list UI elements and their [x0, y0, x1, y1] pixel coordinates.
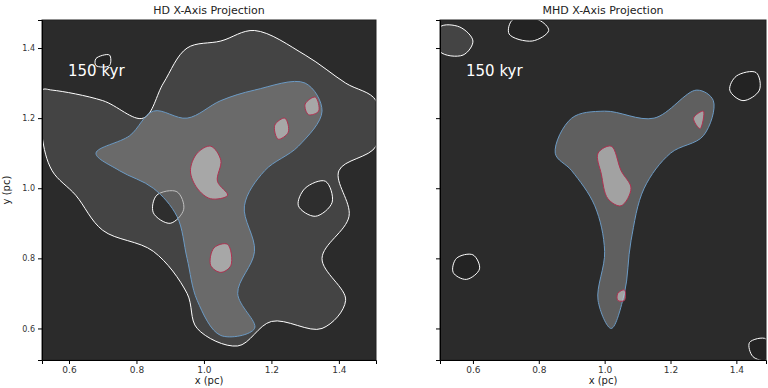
contour: [694, 111, 704, 129]
title: HD X-Axis Projection: [153, 4, 265, 17]
contour: [298, 181, 332, 217]
contour: [305, 97, 319, 115]
x-tick: 0.8: [130, 360, 145, 375]
y-tick: 1.4: [22, 44, 42, 53]
y-tick: [436, 188, 440, 189]
x-tick-mark: [605, 360, 606, 364]
x-tick-mark: [204, 360, 205, 364]
plot-frame: [440, 20, 766, 360]
y-tick: [436, 48, 440, 49]
title: MHD X-Axis Projection: [542, 4, 663, 17]
x-tick: 1.0: [598, 360, 613, 375]
contour: [453, 254, 480, 279]
x-tick-label: 0.6: [62, 365, 77, 375]
x-tick: 0.6: [466, 360, 481, 375]
y-tick-mark: [38, 328, 42, 329]
y-tick-mark: [38, 118, 42, 119]
x-tick: 1.0: [197, 360, 212, 375]
y-tick-mark: [436, 258, 440, 259]
contour: [96, 81, 322, 336]
plot-area: [42, 30, 376, 346]
x-tick-mark: [539, 360, 540, 364]
x-tick-label: 1.0: [197, 365, 212, 375]
x-tick-mark: [473, 360, 474, 364]
y-axis: [436, 21, 441, 361]
x-tick-mark: [736, 360, 737, 364]
contour: [555, 90, 714, 328]
x-tick-mark: [339, 360, 340, 364]
x-axis-title: x (pc): [589, 375, 618, 386]
y-tick-label: 1.2: [22, 114, 35, 123]
y-tick-mark: [436, 118, 440, 119]
x-tick-mark: [271, 360, 272, 364]
y-axis-title: y (pc): [1, 176, 12, 205]
y-tick: [436, 118, 440, 119]
y-tick: 1.0: [22, 184, 42, 193]
plot-frame: [42, 20, 376, 360]
x-axis-line: [43, 361, 377, 365]
y-tick-mark: [436, 328, 440, 329]
y-tick-mark: [38, 188, 42, 189]
contour: [749, 338, 766, 360]
panel: 0.6 0.8 1.0 1.2 1.4 0.6 0.8 1.0 1.2 1.4 HD X-Axis …: [1, 4, 381, 386]
x-tick-label: 0.8: [130, 365, 145, 375]
x-tick-label: 1.4: [730, 365, 745, 375]
contour: [617, 290, 626, 302]
contour: [210, 244, 232, 273]
x-tick: 1.2: [265, 360, 279, 375]
y-tick: 0.6: [22, 325, 42, 334]
annotation: 150 kyr: [466, 62, 523, 80]
y-tick: 0.8: [22, 254, 42, 263]
x-tick-label: 1.2: [664, 365, 678, 375]
contour: [42, 30, 376, 346]
y-tick-label: 0.8: [22, 254, 35, 263]
x-tick: 1.2: [664, 360, 678, 375]
contour: [274, 118, 288, 139]
x-tick-label: 1.2: [265, 365, 279, 375]
x-tick-mark: [136, 360, 137, 364]
x-axis-line: [441, 361, 767, 365]
x-tick: 0.8: [532, 360, 547, 375]
contour: [190, 146, 227, 199]
y-tick-mark: [436, 188, 440, 189]
y-axis-line: [38, 21, 43, 361]
x-tick: 0.6: [62, 360, 77, 375]
y-tick-mark: [38, 48, 42, 49]
x-tick-label: 0.8: [532, 365, 547, 375]
y-tick: [436, 258, 440, 259]
y-tick-label: 1.4: [22, 44, 35, 53]
x-tick-label: 1.0: [598, 365, 613, 375]
contour: [597, 146, 631, 206]
x-tick-mark: [69, 360, 70, 364]
annotation: 150 kyr: [68, 62, 125, 80]
x-axis-title: x (pc): [195, 375, 224, 386]
y-tick-mark: [38, 258, 42, 259]
plot-area: [440, 20, 766, 360]
x-tick-label: 0.6: [466, 365, 481, 375]
figure: 0.6 0.8 1.0 1.2 1.4 0.6 0.8 1.0 1.2 1.4 HD X-Axis …: [0, 0, 768, 388]
y-axis: 0.6 0.8 1.0 1.2 1.4: [22, 21, 42, 361]
plot-background: [440, 20, 766, 360]
x-tick: 1.4: [730, 360, 745, 375]
y-tick: [436, 328, 440, 329]
contour: [508, 20, 548, 41]
x-tick-label: 1.4: [332, 365, 347, 375]
y-tick: 1.2: [22, 114, 42, 123]
contour: [440, 25, 473, 56]
y-tick-mark: [436, 48, 440, 49]
y-axis-line: [436, 21, 441, 361]
x-axis: 0.6 0.8 1.0 1.2 1.4: [441, 360, 767, 375]
y-tick-label: 1.0: [22, 184, 35, 193]
y-tick-label: 0.6: [22, 325, 35, 334]
x-axis: 0.6 0.8 1.0 1.2 1.4: [43, 360, 377, 375]
panel: 0.6 0.8 1.0 1.2 1.4 MHD X-Axis Projection 150 …: [436, 4, 768, 386]
contour: [730, 72, 761, 101]
x-tick: 1.4: [332, 360, 347, 375]
x-tick-mark: [671, 360, 672, 364]
